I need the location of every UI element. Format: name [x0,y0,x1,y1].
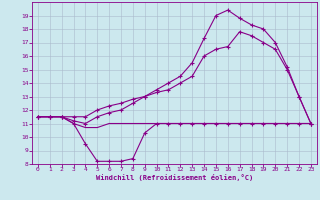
X-axis label: Windchill (Refroidissement éolien,°C): Windchill (Refroidissement éolien,°C) [96,174,253,181]
